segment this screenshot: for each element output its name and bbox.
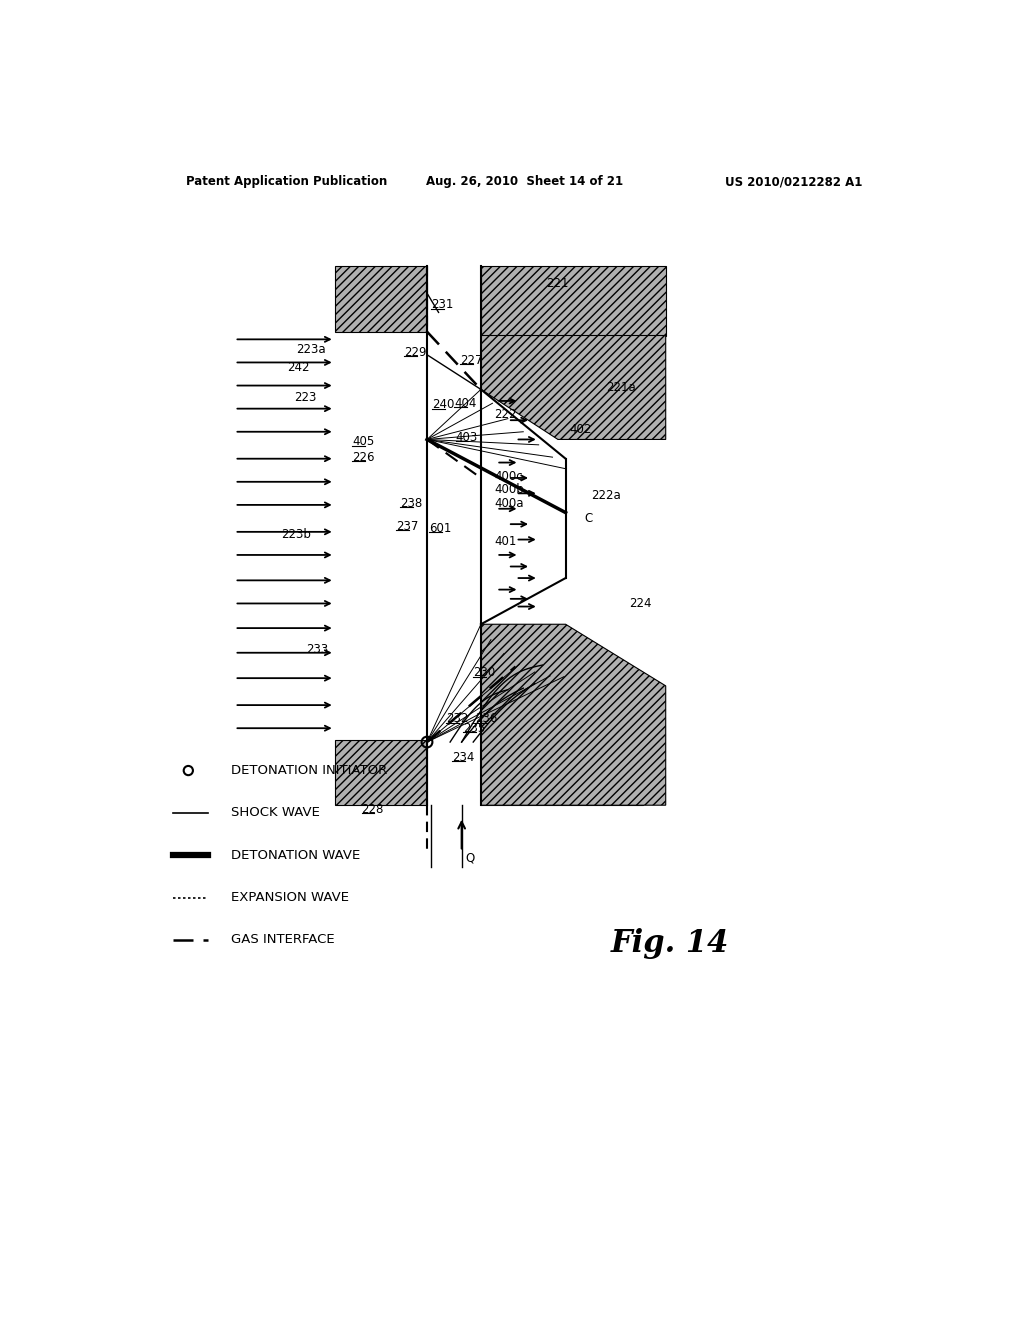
Text: 231: 231 bbox=[431, 298, 454, 312]
Text: 405: 405 bbox=[352, 436, 375, 449]
Text: 601: 601 bbox=[429, 521, 452, 535]
Polygon shape bbox=[481, 267, 666, 335]
Text: 236: 236 bbox=[475, 713, 497, 726]
Text: 222: 222 bbox=[494, 408, 516, 421]
Polygon shape bbox=[481, 739, 643, 805]
Text: 237: 237 bbox=[396, 520, 419, 533]
Text: Fig. 14: Fig. 14 bbox=[610, 928, 729, 960]
Text: Patent Application Publication: Patent Application Publication bbox=[186, 176, 387, 187]
Text: EXPANSION WAVE: EXPANSION WAVE bbox=[230, 891, 348, 904]
Text: 228: 228 bbox=[361, 803, 384, 816]
Polygon shape bbox=[481, 624, 666, 805]
Text: 240: 240 bbox=[432, 399, 455, 412]
Text: 226: 226 bbox=[352, 450, 375, 463]
Text: 400b: 400b bbox=[494, 483, 523, 496]
Text: DETONATION INITIATOR: DETONATION INITIATOR bbox=[230, 764, 387, 777]
Text: 221a: 221a bbox=[606, 381, 636, 395]
Text: 230: 230 bbox=[473, 667, 496, 680]
Polygon shape bbox=[335, 739, 427, 805]
Text: 234: 234 bbox=[453, 751, 475, 764]
Text: 223a: 223a bbox=[296, 343, 326, 356]
Text: 221: 221 bbox=[547, 277, 569, 289]
Text: Aug. 26, 2010  Sheet 14 of 21: Aug. 26, 2010 Sheet 14 of 21 bbox=[426, 176, 624, 187]
Text: 403: 403 bbox=[456, 430, 478, 444]
Text: 404: 404 bbox=[454, 397, 476, 409]
Text: SHOCK WAVE: SHOCK WAVE bbox=[230, 807, 319, 820]
Text: 400a: 400a bbox=[494, 496, 523, 510]
Text: C: C bbox=[585, 512, 593, 525]
Text: US 2010/0212282 A1: US 2010/0212282 A1 bbox=[725, 176, 862, 187]
Text: 242: 242 bbox=[287, 362, 309, 375]
Text: 229: 229 bbox=[403, 346, 426, 359]
Text: 400c: 400c bbox=[494, 470, 522, 483]
Text: 401: 401 bbox=[494, 536, 516, 548]
Text: Q: Q bbox=[466, 851, 475, 865]
Text: 223: 223 bbox=[295, 391, 317, 404]
Text: 238: 238 bbox=[400, 496, 422, 510]
Text: 223b: 223b bbox=[281, 528, 310, 541]
Text: 235: 235 bbox=[463, 722, 485, 735]
Text: 224: 224 bbox=[630, 597, 652, 610]
Polygon shape bbox=[481, 335, 666, 440]
Text: DETONATION WAVE: DETONATION WAVE bbox=[230, 849, 359, 862]
Text: GAS INTERFACE: GAS INTERFACE bbox=[230, 933, 334, 946]
Text: 402: 402 bbox=[569, 422, 592, 436]
Polygon shape bbox=[335, 267, 427, 331]
Text: 227: 227 bbox=[460, 354, 482, 367]
Text: 222a: 222a bbox=[591, 490, 621, 502]
Text: 233: 233 bbox=[306, 643, 329, 656]
Text: 232: 232 bbox=[446, 713, 469, 726]
